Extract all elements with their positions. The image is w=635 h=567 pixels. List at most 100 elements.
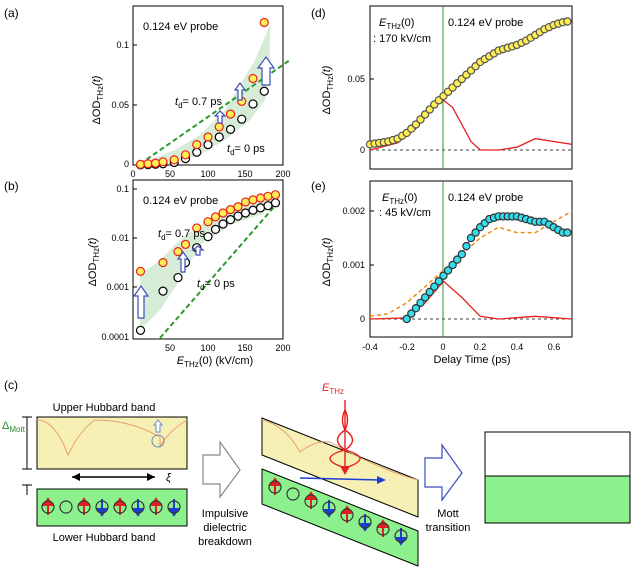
plot-d-ylabel-tail: (t) bbox=[321, 65, 333, 76]
site-circle bbox=[322, 501, 336, 515]
data-point bbox=[135, 159, 146, 169]
svg-text:100: 100 bbox=[200, 169, 215, 179]
data-point bbox=[416, 115, 425, 124]
data-point bbox=[233, 202, 243, 212]
svg-text:ETHz(0): ETHz(0) bbox=[382, 192, 417, 206]
plot-b-ylabel: ΔOD bbox=[87, 263, 99, 287]
site-circle bbox=[95, 500, 109, 514]
svg-text:0.05: 0.05 bbox=[111, 100, 129, 110]
data-point bbox=[192, 140, 202, 150]
data-point bbox=[563, 17, 572, 26]
tilted-upper-band bbox=[261, 417, 419, 518]
data-point bbox=[430, 282, 439, 291]
step2-line2: transition bbox=[426, 522, 471, 534]
hole-circle bbox=[59, 500, 73, 514]
data-point bbox=[214, 132, 224, 142]
data-point bbox=[135, 325, 146, 335]
data-point bbox=[225, 124, 236, 134]
plot-b-ylabel-tail: (t) bbox=[87, 237, 99, 248]
plot-e-field-curve bbox=[369, 280, 573, 320]
data-point bbox=[158, 258, 168, 268]
plot-b-td07-d: d bbox=[161, 233, 165, 242]
svg-text:0.1: 0.1 bbox=[116, 40, 129, 50]
plot-e-title: 0.124 eV probe bbox=[448, 192, 523, 204]
panel-label-c: (c) bbox=[4, 378, 18, 392]
tunneling-arrow bbox=[299, 477, 381, 481]
plot-d-points bbox=[365, 17, 572, 149]
svg-text:ETHz: ETHz bbox=[322, 382, 344, 396]
metal-upper-box bbox=[484, 431, 631, 477]
tilted-lower-spins bbox=[268, 477, 408, 546]
plot-b-points bbox=[135, 190, 281, 335]
plot-b-fit-line bbox=[159, 199, 281, 339]
svg-text:-0.4: -0.4 bbox=[362, 342, 378, 352]
svg-text:ETHz(0) (kV/cm): ETHz(0) (kV/cm) bbox=[177, 355, 253, 369]
site-circle bbox=[149, 500, 163, 514]
svg-text:100: 100 bbox=[200, 343, 215, 353]
data-point bbox=[169, 155, 179, 165]
svg-text:200: 200 bbox=[275, 169, 290, 179]
data-point bbox=[563, 228, 572, 237]
panel-label-b: (b) bbox=[4, 179, 19, 193]
svg-text:ΔODTHz(t): ΔODTHz(t) bbox=[91, 75, 105, 124]
plot-a-td0-val: = 0 ps bbox=[235, 143, 266, 155]
svg-text:0: 0 bbox=[440, 342, 445, 352]
data-point bbox=[448, 260, 457, 270]
data-point bbox=[248, 205, 258, 215]
data-point bbox=[420, 110, 430, 119]
data-point bbox=[237, 114, 247, 124]
data-point bbox=[225, 205, 236, 215]
plot-d-field-sub: THz bbox=[386, 22, 401, 31]
lower-band-spins bbox=[41, 497, 181, 517]
panel-label-e: (e) bbox=[311, 179, 326, 193]
plot-e-ylabel-sub: THz bbox=[326, 248, 335, 263]
svg-text:ETHz(0): ETHz(0) bbox=[379, 17, 414, 31]
svg-text:0.001: 0.001 bbox=[342, 260, 365, 270]
plot-a-frame bbox=[132, 5, 284, 166]
svg-text:ΔMott: ΔMott bbox=[2, 420, 26, 434]
data-point bbox=[218, 219, 228, 229]
metal-lower-box bbox=[484, 475, 631, 524]
plot-e-yticks: 0 0.001 0.002 bbox=[342, 206, 374, 324]
tilted-lower-band bbox=[261, 468, 419, 567]
plot-b-title: 0.124 eV probe bbox=[143, 195, 218, 207]
site-circle bbox=[131, 500, 145, 514]
plot-d-title: 0.124 eV probe bbox=[448, 17, 523, 29]
plot-b-ylabel-sub: THz bbox=[92, 248, 101, 263]
plot-b-td07-val: = 0.7 ps bbox=[166, 228, 206, 240]
plot-a-title: 0.124 eV probe bbox=[143, 21, 218, 33]
thz-label: E bbox=[322, 382, 330, 394]
svg-text:150: 150 bbox=[237, 169, 252, 179]
site-circle bbox=[376, 522, 390, 536]
lower-band-box bbox=[36, 488, 188, 527]
plot-b-xlabel-tail: (0) (kV/cm) bbox=[199, 355, 253, 367]
data-point bbox=[135, 266, 146, 276]
site-circle bbox=[358, 515, 372, 529]
plot-e-sim-curve bbox=[369, 210, 573, 318]
svg-text:0.0001: 0.0001 bbox=[101, 332, 129, 342]
data-point bbox=[192, 223, 202, 233]
data-point bbox=[203, 232, 213, 242]
plot-e-field-E: E bbox=[382, 192, 390, 204]
svg-text:0.4: 0.4 bbox=[511, 342, 524, 352]
plot-d-frame bbox=[369, 5, 573, 170]
data-point bbox=[263, 191, 273, 201]
upper-band-label: Upper Hubbard band bbox=[53, 402, 156, 414]
data-point bbox=[425, 287, 434, 297]
svg-text:0: 0 bbox=[360, 145, 365, 155]
step2-line1: Mott bbox=[437, 508, 458, 520]
svg-text:200: 200 bbox=[275, 343, 290, 353]
plot-b-arrows bbox=[132, 245, 205, 319]
plot-b-xlabel-E: E bbox=[177, 355, 185, 367]
data-point bbox=[443, 266, 453, 275]
plot-e-field-tail: (0) bbox=[404, 192, 417, 204]
plot-a-td07-val: = 0.7 ps bbox=[183, 96, 223, 108]
data-point bbox=[143, 159, 153, 169]
data-point bbox=[210, 224, 221, 235]
plot-e-ylabel-tail: (t) bbox=[321, 237, 333, 248]
plot-b-xlabel-sub: THz bbox=[184, 360, 199, 369]
xi-label: ξ bbox=[166, 472, 172, 484]
plot-b-xticks: 50 100 150 200 bbox=[165, 343, 291, 353]
plot-a-td0-t: t bbox=[227, 143, 231, 155]
